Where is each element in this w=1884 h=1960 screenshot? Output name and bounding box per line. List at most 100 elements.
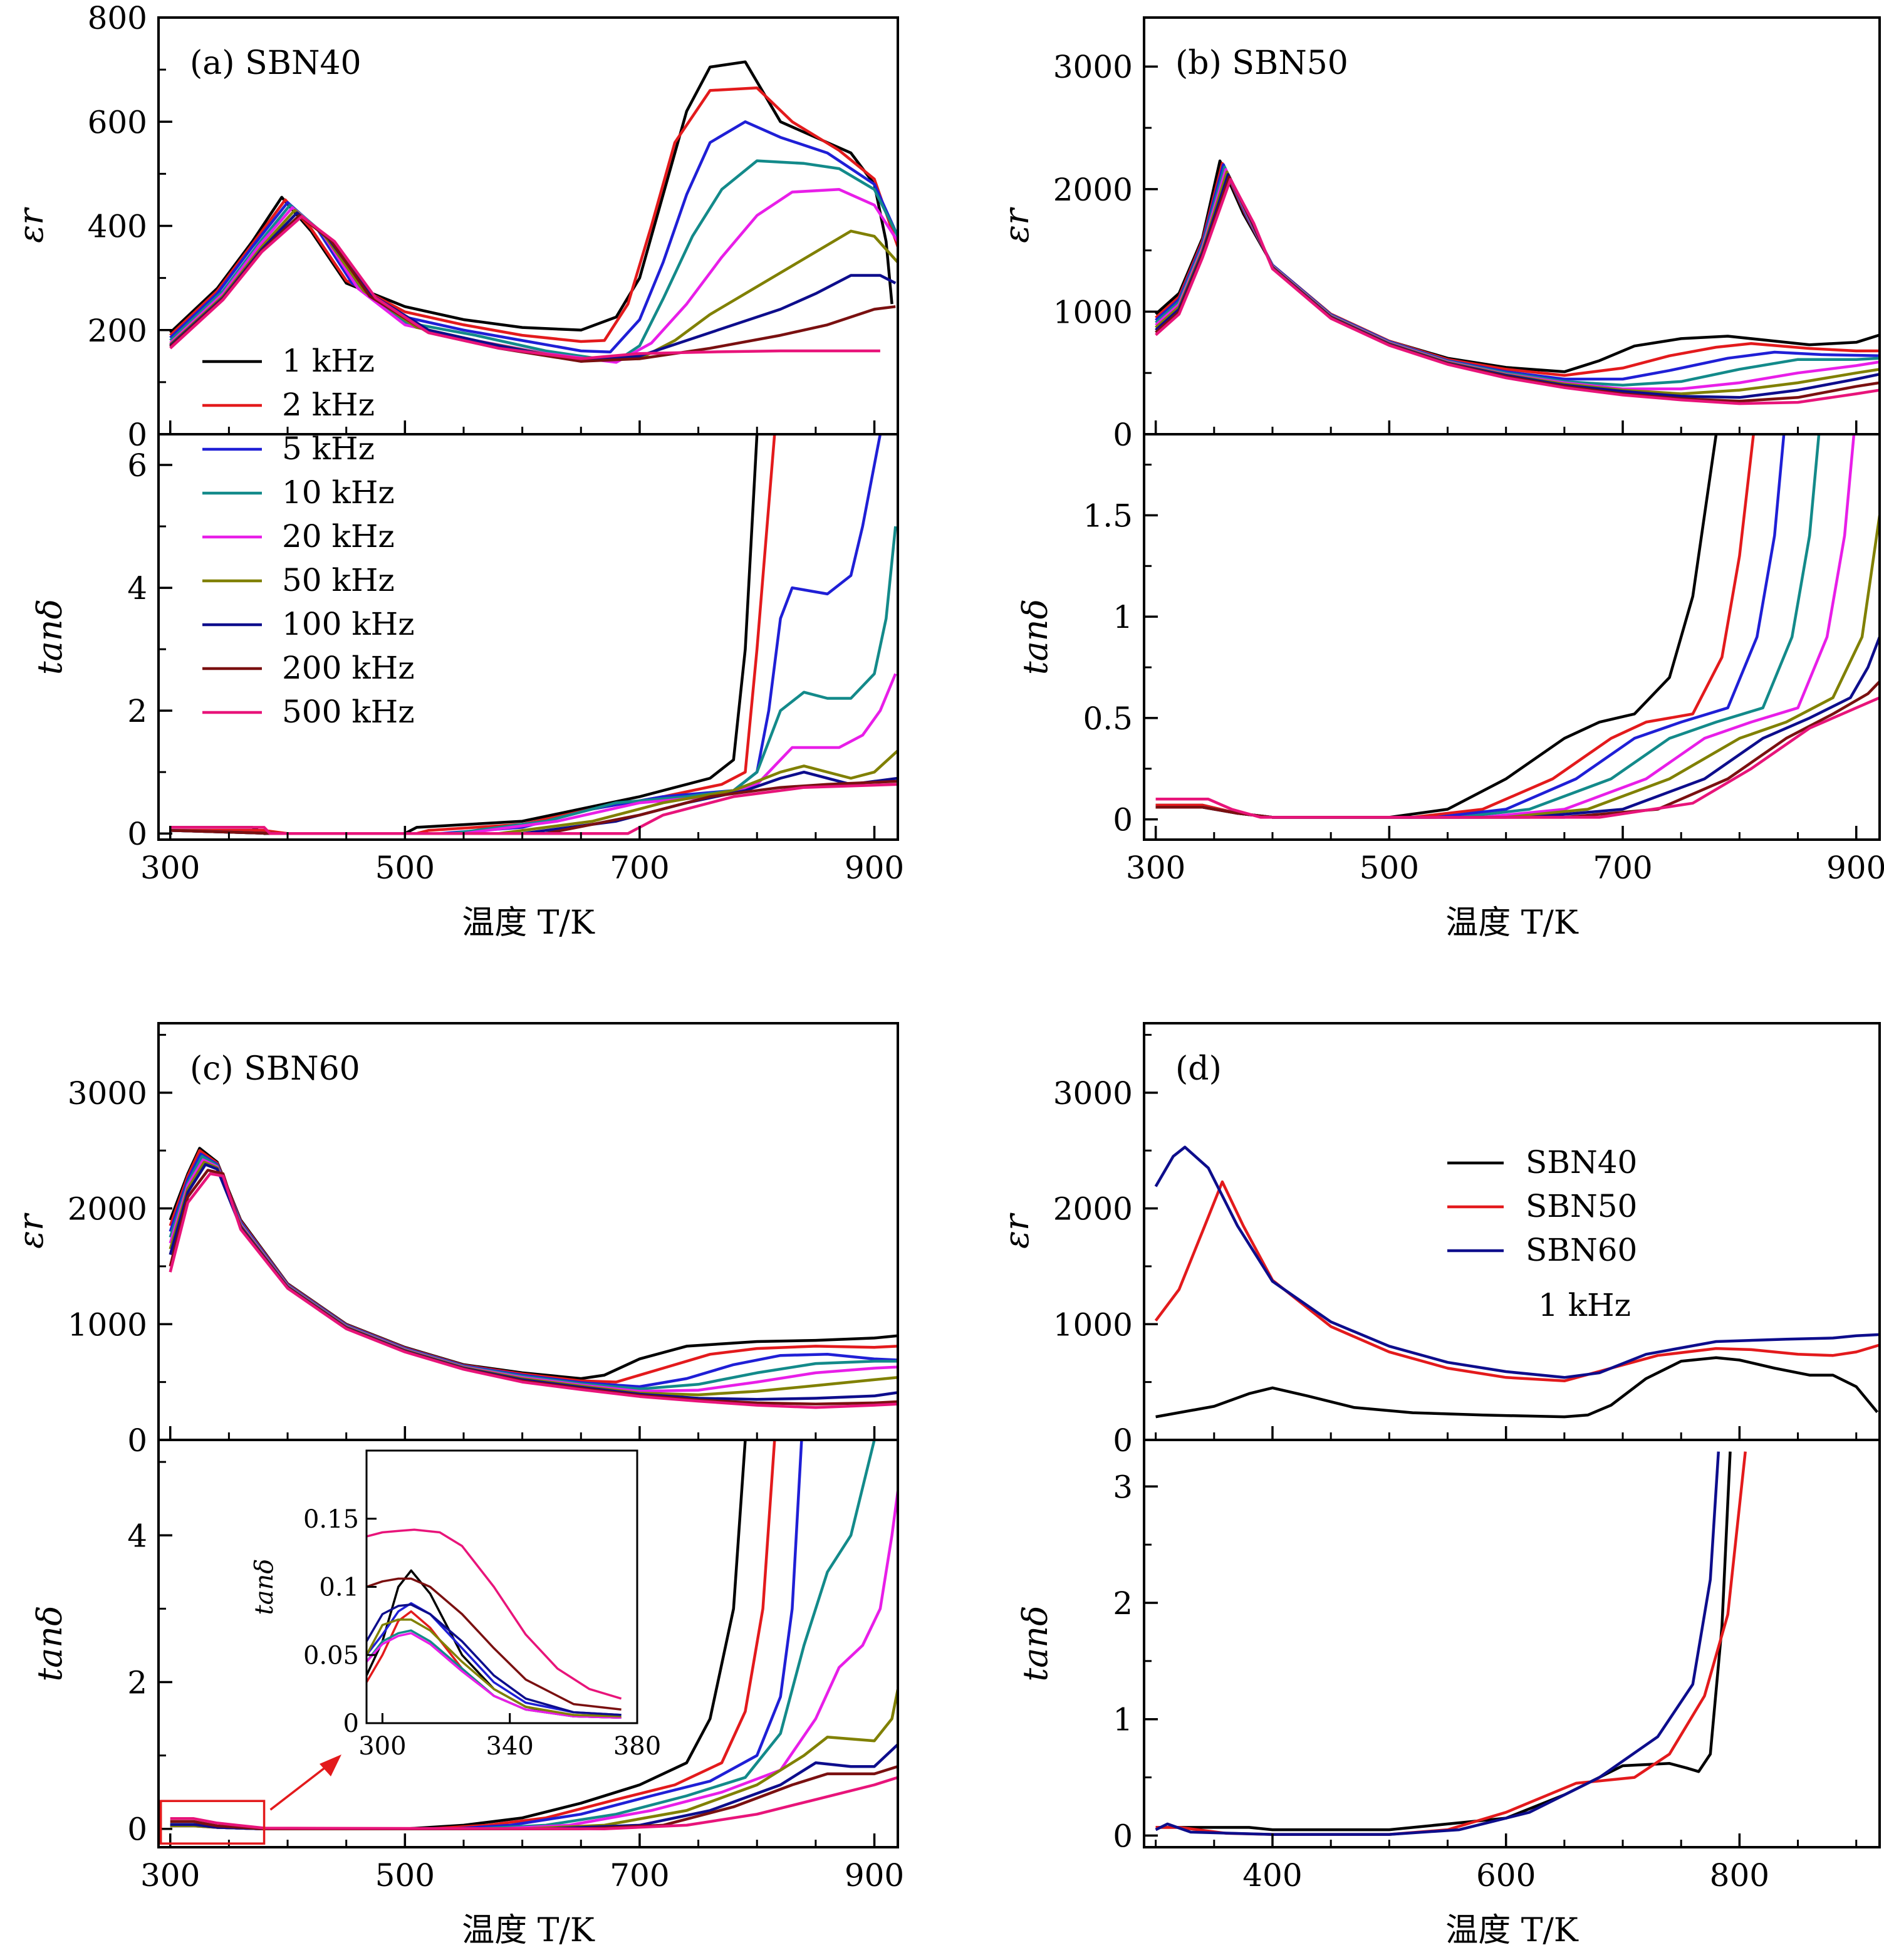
x-tick-label: 300: [140, 850, 200, 886]
series-tan-500-khz: [170, 1776, 898, 1830]
series-tan-100-khz: [170, 1743, 898, 1830]
y-tick-label-top: 0: [127, 1422, 147, 1459]
series-eps-500-khz: [1155, 177, 1880, 405]
inset-y-tick-label: 0.15: [303, 1505, 359, 1534]
y-tick-label-top: 2000: [1053, 1191, 1133, 1228]
series-tan-5-khz: [1155, 434, 1786, 819]
y-tick-label-bottom: 0.5: [1083, 701, 1133, 737]
series-eps-500-khz: [169, 215, 880, 360]
x-tick-label: 900: [845, 850, 904, 886]
panel-d: 400 600 800 0 1000 2000 3000 0 1 2 3 温度 T/K εr tanδ (d…: [997, 1022, 1881, 1949]
series-tan-20-khz: [1155, 434, 1856, 819]
legend-label: 200 kHz: [282, 650, 415, 686]
legend-label: 100 kHz: [282, 606, 415, 642]
panel-title: (c) SBN60: [190, 1050, 360, 1088]
y-tick-label-bottom: 0: [1113, 1818, 1133, 1854]
y-axis-label-bottom: tanδ: [1016, 1605, 1055, 1681]
legend-note: 1 kHz: [1538, 1287, 1631, 1323]
series-tan-500-khz: [170, 783, 898, 835]
series-tan-10-khz: [170, 526, 897, 835]
x-axis-label: 温度 T/K: [1445, 1912, 1579, 1949]
inset-background: [367, 1451, 637, 1723]
x-tick-label: 500: [375, 850, 435, 886]
inset-series-500-khz: [367, 1528, 622, 1700]
series-tan-sbn60: [1155, 1451, 1720, 1836]
series-eps-100-khz: [169, 1163, 898, 1401]
inset-y-tick-label: 0.05: [303, 1641, 359, 1670]
y-tick-label-bottom: 3: [1113, 1469, 1133, 1505]
plot-frame: [1143, 16, 1881, 841]
series-tan-20-khz: [170, 673, 897, 835]
zoom-arrow-head: [320, 1754, 341, 1776]
y-axis-label-top: εr: [11, 1212, 51, 1249]
inset-series-50-khz: [367, 1618, 622, 1718]
inset-y-tick-label: 0.1: [319, 1573, 359, 1602]
series-tan-200-khz: [1155, 680, 1880, 819]
y-tick-label-bottom: 4: [127, 570, 147, 607]
y-tick-label-top: 400: [88, 209, 147, 245]
y-tick-label-bottom: 0: [1113, 802, 1133, 838]
inset-y-axis-label: tanδ: [250, 1559, 279, 1615]
x-tick-label: 800: [1710, 1857, 1769, 1894]
series-tan-10-khz: [1155, 434, 1821, 819]
y-tick-label-top: 200: [88, 313, 147, 349]
series-eps-5-khz: [1155, 163, 1880, 381]
x-axis-label: 温度 T/K: [462, 1912, 595, 1949]
y-tick-label-bottom: 2: [1113, 1585, 1133, 1622]
y-tick-label-top: 1000: [1053, 294, 1133, 330]
series-eps-10-khz: [169, 159, 898, 363]
inset-x-tick-label: 300: [358, 1732, 406, 1761]
y-tick-label-top: 1000: [68, 1306, 147, 1343]
series-eps-1-khz: [169, 1147, 898, 1380]
legend-label: 1 kHz: [282, 343, 375, 379]
x-tick-label: 300: [1126, 850, 1185, 886]
y-tick-label-top: 3000: [68, 1075, 147, 1112]
legend-label: 2 kHz: [282, 387, 375, 423]
panel-a: 300 500 700 900 0 200 400 600 800 0 2 4 6 温度 T/K εr tan…: [11, 0, 904, 942]
series-tan-1-khz: [1155, 434, 1718, 819]
inset-x-tick-label: 340: [486, 1732, 534, 1761]
legend-label: 50 kHz: [282, 562, 395, 598]
series-eps-sbn40: [1155, 1356, 1879, 1419]
x-tick-label: 500: [375, 1857, 435, 1894]
series-eps-sbn60: [1154, 1145, 1880, 1379]
series-eps-50-khz: [1155, 170, 1880, 395]
x-tick-label: 700: [1593, 850, 1652, 886]
y-tick-label-top: 0: [127, 417, 147, 453]
plot-frame: [157, 16, 899, 841]
y-tick-label-bottom: 0: [127, 1811, 147, 1848]
x-tick-label: 900: [1826, 850, 1884, 886]
y-axis-label-top: εr: [11, 207, 51, 243]
y-tick-label-top: 3000: [1053, 1075, 1133, 1112]
x-tick-label: 400: [1242, 1857, 1302, 1894]
series-tan-2-khz: [1155, 434, 1755, 819]
series-eps-1-khz: [1155, 159, 1880, 373]
x-axis-label: 温度 T/K: [462, 904, 595, 942]
y-tick-label-bottom: 4: [127, 1518, 147, 1554]
series-tan-sbn50: [1155, 1451, 1747, 1836]
y-tick-label-bottom: 0: [127, 816, 147, 852]
series-tan-500-khz: [1155, 696, 1880, 819]
inset-series-20-khz: [367, 1632, 622, 1719]
y-tick-label-top: 800: [88, 0, 147, 36]
panel-title: (b) SBN50: [1175, 44, 1348, 82]
plot-frame: [1143, 1022, 1881, 1848]
x-tick-label: 700: [610, 850, 669, 886]
panel-title: (a) SBN40: [190, 44, 362, 82]
inset-series-100-khz: [367, 1603, 622, 1716]
legend-label: 5 kHz: [282, 430, 375, 467]
legend-label: SBN40: [1526, 1144, 1637, 1181]
y-axis-label-bottom: tanδ: [30, 1605, 70, 1681]
y-tick-label-bottom: 1: [1113, 1702, 1133, 1738]
y-axis-label-top: εr: [997, 1212, 1036, 1249]
y-tick-label-bottom: 2: [127, 693, 147, 729]
y-axis-label-bottom: tanδ: [30, 599, 70, 675]
y-tick-label-bottom: 6: [127, 447, 147, 484]
panel-b: 300 500 700 900 0 1000 2000 3000 0 0.5 1 1.5 温度 T/K ε…: [997, 16, 1884, 942]
y-tick-label-bottom: 1.5: [1083, 498, 1133, 534]
zoom-arrow: [269, 1766, 327, 1811]
legend-label: 20 kHz: [282, 518, 395, 555]
series-eps-20-khz: [1155, 168, 1880, 390]
inset-y-tick-label: 0: [343, 1709, 359, 1738]
